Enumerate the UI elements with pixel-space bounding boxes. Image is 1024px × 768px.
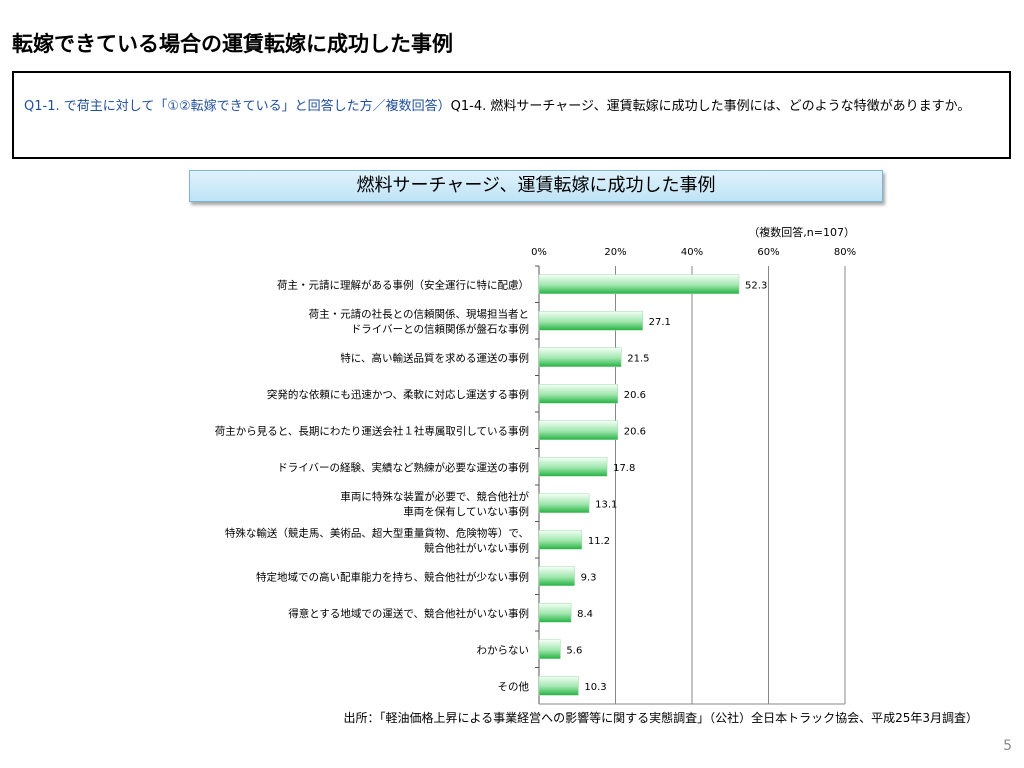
bar: [538, 676, 579, 696]
x-tick-label: 40%: [681, 247, 703, 258]
category-label: 突発的な依頼にも迅速かつ、柔軟に対応し運送する事例: [267, 388, 529, 401]
category-label-line: 競合他社がいない事例: [424, 541, 529, 554]
category-label: 特に、高い輸送品質を求める運送の事例: [340, 351, 529, 364]
category-label-line: 特殊な輸送（競走馬、美術品、超大型重量貨物、危険物等）で、: [225, 526, 529, 539]
bar: [538, 384, 619, 404]
category-label: 特殊な輸送（競走馬、美術品、超大型重量貨物、危険物等）で、競合他社がいない事例: [225, 526, 529, 554]
bar: [538, 566, 575, 586]
bar: [538, 639, 561, 659]
category-label-line: 特に、高い輸送品質を求める運送の事例: [340, 351, 529, 364]
data-label: 10.3: [584, 682, 606, 693]
category-label-line: その他: [498, 680, 530, 693]
category-label: 得意とする地域での運送で、競合他社がいない事例: [288, 607, 529, 620]
category-label-line: 荷主から見ると、長期にわたり運送会社１社専属取引している事例: [215, 424, 529, 437]
category-label: ドライバーの経験、実績など熟練が必要な運送の事例: [277, 461, 529, 474]
bar: [538, 493, 590, 513]
data-label: 13.1: [595, 499, 617, 510]
source-note: 出所：「軽油価格上昇による事業経営への影響等に関する実態調査」（公社）全日本トラ…: [343, 711, 978, 725]
bar: [538, 311, 643, 331]
data-label: 20.6: [624, 390, 646, 401]
question-text: Q1-4. 燃料サーチャージ、運賃転嫁に成功した事例には、どのような特徴がありま…: [450, 99, 971, 114]
data-label: 27.1: [649, 317, 671, 328]
bar: [538, 603, 572, 623]
chart-note: （複数回答,n=107）: [748, 225, 855, 239]
question-condition: Q1-1. で荷主に対して「①②転嫁できている」と回答した方／複数回答）: [24, 99, 451, 114]
data-label: 11.2: [588, 536, 610, 547]
category-label-line: 荷主・元請に理解がある事例（安全運行に特に配慮）: [277, 278, 529, 291]
bar: [538, 530, 583, 550]
x-tick-label: 0%: [531, 247, 547, 258]
data-label: 9.3: [581, 572, 597, 583]
question-box: Q1-1. で荷主に対して「①②転嫁できている」と回答した方／複数回答）Q1-4…: [12, 71, 1011, 159]
x-tick-label: 20%: [604, 247, 626, 258]
category-label-line: わからない: [477, 644, 530, 656]
bar: [538, 347, 622, 367]
category-label-line: ドライバーとの信頼関係が盤石な事例: [351, 322, 529, 335]
page-number: 5: [1003, 738, 1012, 754]
category-label: 荷主から見ると、長期にわたり運送会社１社専属取引している事例: [215, 424, 529, 437]
bar: [538, 274, 740, 294]
category-label-line: 車両を保有していない事例: [403, 505, 529, 518]
category-label-line: 突発的な依頼にも迅速かつ、柔軟に対応し運送する事例: [267, 388, 529, 401]
category-label-line: 荷主・元請の社長との信頼関係、現場担当者と: [309, 307, 529, 320]
category-label: 荷主・元請に理解がある事例（安全運行に特に配慮）: [277, 278, 529, 291]
data-label: 8.4: [577, 609, 593, 620]
bar: [538, 457, 608, 477]
data-label: 20.6: [624, 426, 646, 437]
data-label: 21.5: [627, 353, 649, 364]
category-label-line: ドライバーの経験、実績など熟練が必要な運送の事例: [277, 461, 529, 474]
category-label: 車両に特殊な装置が必要で、競合他社が車両を保有していない事例: [340, 490, 529, 518]
category-label: その他: [498, 680, 530, 693]
category-label-line: 車両に特殊な装置が必要で、競合他社が: [340, 490, 529, 503]
page-title: 転嫁できている場合の運賃転嫁に成功した事例: [12, 32, 453, 56]
x-tick-label: 60%: [757, 247, 779, 258]
data-label: 5.6: [566, 645, 582, 656]
category-label-line: 特定地域での高い配車能力を持ち、競合他社が少ない事例: [256, 570, 529, 583]
x-tick-label: 80%: [834, 247, 856, 258]
category-label-line: 得意とする地域での運送で、競合他社がいない事例: [288, 607, 529, 620]
category-label: 荷主・元請の社長との信頼関係、現場担当者とドライバーとの信頼関係が盤石な事例: [309, 307, 529, 335]
category-label: わからない: [477, 644, 530, 656]
data-label: 52.3: [745, 280, 767, 291]
data-label: 17.8: [613, 463, 635, 474]
category-label: 特定地域での高い配車能力を持ち、競合他社が少ない事例: [256, 570, 529, 583]
bar: [538, 420, 619, 440]
chart-title: 燃料サーチャージ、運賃転嫁に成功した事例: [189, 170, 883, 202]
